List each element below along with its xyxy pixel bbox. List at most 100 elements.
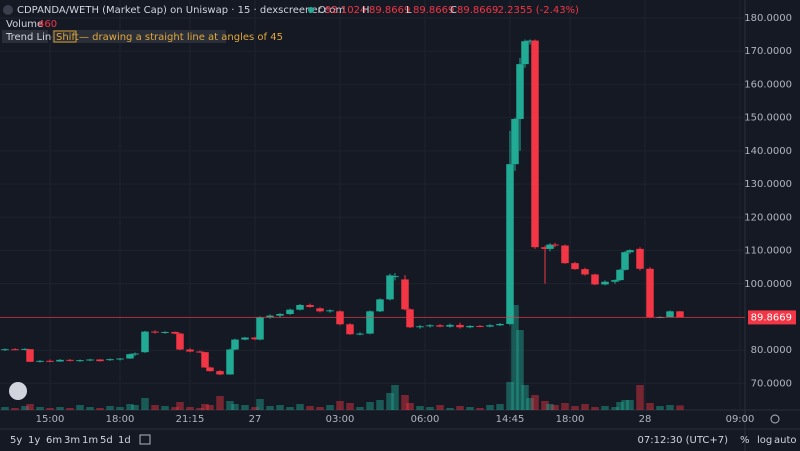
candle-body [201, 352, 209, 368]
candle-body [256, 317, 264, 340]
volume-bar [296, 404, 304, 410]
volume-bar [96, 408, 104, 410]
volume-bar [116, 407, 124, 410]
volume-bar [256, 399, 264, 410]
candle-body [416, 326, 424, 328]
candle-body [356, 333, 364, 335]
volume-bar [336, 401, 344, 410]
x-tick-label: 18:00 [106, 414, 135, 425]
volume-bar [286, 407, 294, 410]
volume-bar [46, 408, 54, 410]
volume-bar [646, 403, 654, 410]
volume-bar [206, 405, 214, 410]
candle-body [511, 118, 519, 165]
volume-bar [436, 405, 444, 410]
ohlc-value: 92.1024 [325, 5, 366, 16]
volume-value: 460 [38, 19, 57, 30]
date-range-icon[interactable] [139, 434, 151, 445]
volume-bar [231, 404, 239, 410]
ohlc-value: 89.8669 [413, 5, 454, 16]
volume-bar [21, 406, 29, 410]
candle-body [626, 250, 634, 253]
volume-bar [506, 382, 514, 410]
candle-body [646, 268, 654, 318]
status-dot [308, 7, 314, 13]
candle-body [551, 244, 559, 246]
volume-bar [476, 408, 484, 410]
volume-bar [346, 403, 354, 410]
volume-bar [186, 407, 194, 410]
candle-body [316, 308, 324, 312]
candle-body [106, 359, 114, 361]
candle-body [266, 315, 274, 318]
candle-body [216, 371, 224, 375]
candle-body [546, 244, 554, 249]
volume-bar [406, 403, 414, 410]
settings-icon[interactable] [770, 414, 780, 424]
volume-bar [141, 398, 149, 410]
scale-option[interactable]: % [740, 435, 750, 446]
volume-bar [126, 404, 134, 410]
candle-body [516, 64, 524, 119]
volume-bar [226, 401, 234, 410]
y-tick-label: 130.0000 [744, 179, 792, 190]
candle-body [531, 40, 539, 248]
range-button[interactable]: 6m [46, 435, 62, 446]
scale-option[interactable]: log [757, 435, 772, 446]
last-price-label: 89.8669 [751, 312, 792, 323]
candle-body [116, 358, 124, 360]
volume-bar [216, 396, 224, 410]
y-tick-label: 140.0000 [744, 146, 792, 157]
y-tick-label: 70.0000 [751, 378, 792, 389]
candle-body [96, 359, 104, 362]
y-tick-label: 150.0000 [744, 113, 792, 124]
scale-option[interactable]: auto [774, 435, 797, 446]
candle-body [581, 269, 589, 275]
volume-bar [571, 406, 579, 410]
candle-body [366, 311, 374, 334]
volume-bar [561, 403, 569, 410]
candle-body [161, 331, 169, 333]
hint-box [52, 30, 226, 43]
volume-bar [11, 408, 19, 410]
range-button[interactable]: 1m [82, 435, 98, 446]
volume-bar [391, 385, 399, 410]
volume-bar [456, 406, 464, 410]
range-button[interactable]: 3m [64, 435, 80, 446]
volume-bar [591, 407, 599, 410]
candle-body [476, 325, 484, 327]
volume-bar [541, 401, 549, 410]
volume-bar [426, 407, 434, 410]
candle-body [306, 305, 314, 308]
range-button[interactable]: 1y [28, 435, 40, 446]
range-button[interactable]: 1d [118, 435, 131, 446]
volume-bar [241, 405, 249, 410]
candle-body [521, 41, 529, 65]
volume-bar [386, 393, 394, 410]
candle-body [286, 309, 294, 314]
candle-body [386, 275, 394, 300]
candle-body [601, 281, 609, 285]
volume-bar [551, 405, 559, 410]
candle-body [171, 331, 179, 334]
range-button[interactable]: 5y [10, 435, 22, 446]
volume-bar [601, 406, 609, 410]
candle-body [206, 367, 214, 372]
volume-bar [546, 404, 554, 410]
volume-bar [356, 407, 364, 410]
candle-body [456, 324, 464, 328]
volume-bar [66, 408, 74, 410]
x-tick-label: 14:45 [496, 414, 525, 425]
volume-bar [201, 404, 209, 410]
volume-bar [171, 407, 179, 410]
volume-bar [511, 305, 519, 410]
candle-body [506, 164, 514, 324]
range-button[interactable]: 5d [100, 435, 113, 446]
ohlc-key: L [406, 5, 412, 16]
chart-title: CDPANDA/WETH (Market Cap) on Uniswap · 1… [17, 5, 345, 16]
candle-body [36, 360, 44, 362]
candle-body [446, 324, 454, 327]
candle-body [76, 360, 84, 362]
volume-bar [26, 404, 34, 410]
